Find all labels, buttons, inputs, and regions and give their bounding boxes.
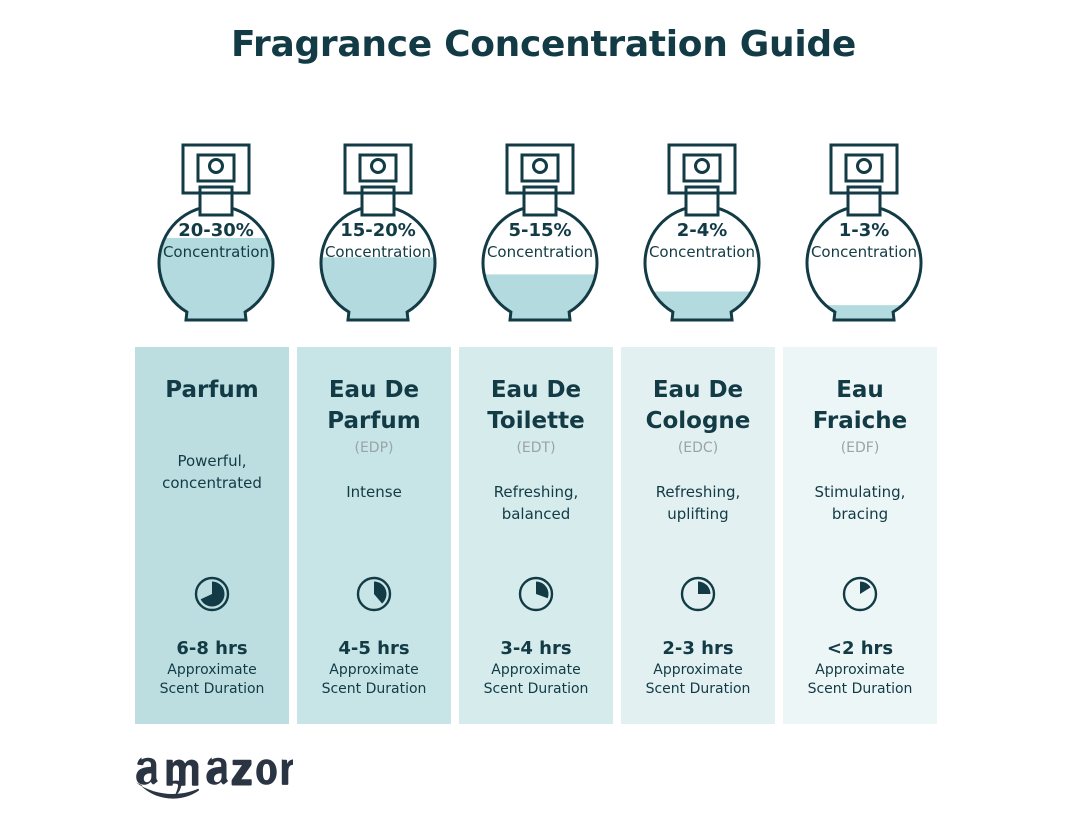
duration-note-line-1: Approximate bbox=[653, 662, 743, 678]
duration-clock-wrap bbox=[621, 575, 775, 613]
fragrance-name: Parfum bbox=[165, 377, 259, 403]
bottle-4: 2-4% Concentration bbox=[621, 135, 783, 335]
duration-clock-wrap bbox=[783, 575, 937, 613]
description-line-2: uplifting bbox=[667, 505, 729, 523]
description-line-1: Stimulating, bbox=[814, 483, 906, 501]
fragrance-abbreviation: (EDT) bbox=[516, 440, 556, 456]
fragrance-name: Eau Fraiche bbox=[812, 377, 908, 434]
duration-note-line-1: Approximate bbox=[167, 662, 257, 678]
duration-hours: 3-4 hrs bbox=[500, 638, 572, 659]
duration-clock-wrap bbox=[135, 575, 289, 613]
fragrance-card-4[interactable]: Eau De Cologne (EDC) Refreshing, uplifting 2… bbox=[621, 347, 775, 724]
duration-block: <2 hrs Approximate Scent Duration bbox=[783, 637, 937, 699]
perfume-bottle-icon bbox=[643, 143, 761, 322]
duration-block: 4-5 hrs Approximate Scent Duration bbox=[297, 637, 451, 699]
clock-pie-icon bbox=[518, 576, 554, 612]
page-title: Fragrance Concentration Guide bbox=[231, 24, 856, 65]
description-line-2: concentrated bbox=[162, 474, 262, 492]
fragrance-description: Powerful, concentrated bbox=[156, 450, 268, 494]
bottle-5: 1-3% Concentration bbox=[783, 135, 945, 335]
duration-clock-wrap bbox=[459, 575, 613, 613]
amazon-logo bbox=[133, 745, 294, 801]
description-line-2: balanced bbox=[501, 505, 571, 523]
description-line-1: Powerful, bbox=[177, 452, 247, 470]
fragrance-abbreviation: (EDP) bbox=[354, 440, 394, 456]
fragrance-card-2[interactable]: Eau De Parfum (EDP) Intense 4-5 hrs Approxim… bbox=[297, 347, 451, 724]
description-line-1: Refreshing, bbox=[493, 483, 579, 501]
fragrance-description: Stimulating, bracing bbox=[809, 481, 912, 525]
duration-note-line-2: Scent Duration bbox=[159, 681, 265, 697]
description-line-1: Intense bbox=[346, 483, 402, 501]
duration-note-line-1: Approximate bbox=[329, 662, 419, 678]
description-line-1: Refreshing, bbox=[655, 483, 741, 501]
clock-pie-icon bbox=[842, 576, 878, 612]
duration-note-line-1: Approximate bbox=[815, 662, 905, 678]
duration-note-line-2: Scent Duration bbox=[807, 681, 913, 697]
duration-block: 3-4 hrs Approximate Scent Duration bbox=[459, 637, 613, 699]
duration-note-line-1: Approximate bbox=[491, 662, 581, 678]
fragrance-card-1[interactable]: Parfum Powerful, concentrated 6-8 hrs Approx… bbox=[135, 347, 289, 724]
fragrance-name: Eau De Cologne bbox=[645, 377, 751, 434]
bottle-3: 5-15% Concentration bbox=[459, 135, 621, 335]
fragrance-card-row: Parfum Powerful, concentrated 6-8 hrs Approx… bbox=[135, 347, 953, 724]
perfume-bottle-icon bbox=[805, 143, 923, 322]
perfume-bottle-icon bbox=[157, 143, 275, 322]
fragrance-description: Refreshing, balanced bbox=[488, 481, 585, 525]
duration-note-line-2: Scent Duration bbox=[645, 681, 751, 697]
fragrance-abbreviation: (EDF) bbox=[840, 440, 880, 456]
perfume-bottle-icon bbox=[481, 143, 599, 322]
fragrance-name: Eau De Toilette bbox=[487, 377, 585, 434]
fragrance-name: Eau De Parfum bbox=[327, 377, 421, 434]
clock-pie-icon bbox=[680, 576, 716, 612]
fragrance-card-3[interactable]: Eau De Toilette (EDT) Refreshing, balanced 3… bbox=[459, 347, 613, 724]
duration-block: 2-3 hrs Approximate Scent Duration bbox=[621, 637, 775, 699]
duration-hours: 2-3 hrs bbox=[662, 638, 734, 659]
duration-clock-wrap bbox=[297, 575, 451, 613]
duration-hours: 4-5 hrs bbox=[338, 638, 410, 659]
bottle-2: 15-20% Concentration bbox=[297, 135, 459, 335]
fragrance-card-5[interactable]: Eau Fraiche (EDF) Stimulating, bracing <2 hr… bbox=[783, 347, 937, 724]
clock-pie-icon bbox=[356, 576, 392, 612]
clock-pie-icon bbox=[194, 576, 230, 612]
duration-note-line-2: Scent Duration bbox=[483, 681, 589, 697]
bottle-row: 20-30% Concentration 15-20% Concentration 5-… bbox=[135, 135, 945, 335]
bottle-1: 20-30% Concentration bbox=[135, 135, 297, 335]
duration-hours: <2 hrs bbox=[826, 638, 894, 659]
fragrance-description: Refreshing, uplifting bbox=[650, 481, 747, 525]
description-line-2: bracing bbox=[831, 505, 889, 523]
fragrance-description: Intense bbox=[340, 481, 408, 503]
perfume-bottle-icon bbox=[319, 143, 437, 322]
duration-hours: 6-8 hrs bbox=[176, 638, 248, 659]
duration-block: 6-8 hrs Approximate Scent Duration bbox=[135, 637, 289, 699]
fragrance-abbreviation: (EDC) bbox=[677, 440, 719, 456]
duration-note-line-2: Scent Duration bbox=[321, 681, 427, 697]
